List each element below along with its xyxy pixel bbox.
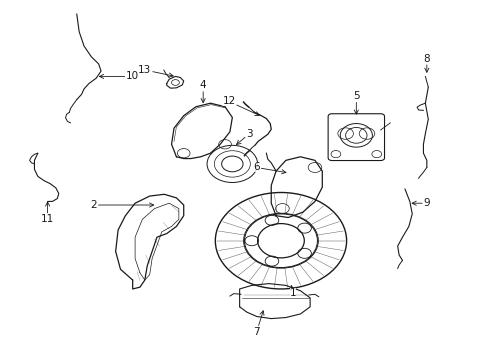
Text: 7: 7 bbox=[253, 311, 264, 337]
Text: 1: 1 bbox=[289, 286, 296, 297]
Text: 6: 6 bbox=[253, 162, 285, 174]
Text: 4: 4 bbox=[200, 80, 206, 103]
Text: 5: 5 bbox=[352, 91, 359, 114]
Text: 12: 12 bbox=[222, 96, 259, 116]
Text: 2: 2 bbox=[90, 200, 153, 210]
Text: 8: 8 bbox=[423, 54, 429, 72]
Text: 11: 11 bbox=[41, 202, 54, 224]
Text: 13: 13 bbox=[138, 65, 173, 77]
Text: 10: 10 bbox=[99, 71, 139, 81]
Text: 9: 9 bbox=[411, 198, 429, 208]
Text: 3: 3 bbox=[236, 129, 252, 145]
